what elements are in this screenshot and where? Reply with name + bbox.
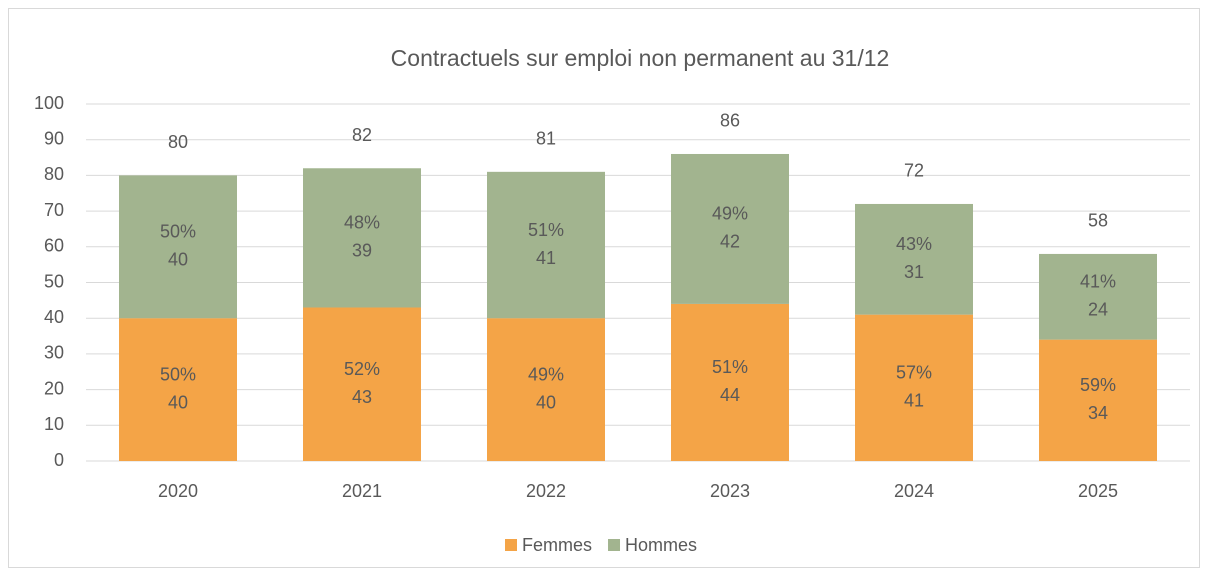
- y-tick-label: 10: [44, 414, 64, 434]
- segment-value-label: 31: [904, 262, 924, 282]
- segment-percent-label: 49%: [528, 364, 564, 384]
- total-label: 82: [352, 125, 372, 145]
- segment-percent-label: 51%: [528, 220, 564, 240]
- y-tick-label: 40: [44, 307, 64, 327]
- segment-percent-label: 51%: [712, 357, 748, 377]
- legend-label: Hommes: [625, 535, 697, 555]
- segment-value-label: 44: [720, 385, 740, 405]
- segment-percent-label: 43%: [896, 234, 932, 254]
- bar-segment: [671, 153, 789, 304]
- legend-label: Femmes: [522, 535, 592, 555]
- total-label: 80: [168, 132, 188, 152]
- segment-percent-label: 59%: [1080, 375, 1116, 395]
- y-tick-label: 90: [44, 128, 64, 148]
- y-tick-label: 60: [44, 236, 64, 256]
- bar-segment: [303, 307, 421, 461]
- segment-value-label: 43: [352, 387, 372, 407]
- bar-segment: [119, 318, 237, 461]
- bar-segment: [855, 203, 973, 315]
- segment-percent-label: 48%: [344, 213, 380, 233]
- total-label: 81: [536, 129, 556, 149]
- y-tick-label: 0: [54, 450, 64, 470]
- bar-segment: [303, 168, 421, 308]
- y-tick-label: 20: [44, 378, 64, 398]
- bar-segment: [855, 314, 973, 461]
- bar-segment: [487, 171, 605, 319]
- bar-segment: [1039, 253, 1157, 340]
- x-tick-label: 2022: [526, 481, 566, 501]
- total-label: 58: [1088, 211, 1108, 231]
- bar-segment: [487, 318, 605, 461]
- segment-percent-label: 57%: [896, 363, 932, 383]
- bar-segment: [1039, 339, 1157, 461]
- segment-value-label: 24: [1088, 300, 1108, 320]
- chart-title: Contractuels sur emploi non permanent au…: [391, 45, 890, 71]
- segment-value-label: 40: [168, 250, 188, 270]
- x-tick-label: 2021: [342, 481, 382, 501]
- x-tick-label: 2020: [158, 481, 198, 501]
- segment-percent-label: 41%: [1080, 272, 1116, 292]
- y-tick-label: 70: [44, 200, 64, 220]
- x-tick-label: 2025: [1078, 481, 1118, 501]
- total-label: 86: [720, 111, 740, 131]
- bar-segment: [119, 175, 237, 319]
- x-tick-label: 2024: [894, 481, 934, 501]
- segment-value-label: 40: [168, 392, 188, 412]
- segment-percent-label: 50%: [160, 364, 196, 384]
- y-tick-label: 30: [44, 343, 64, 363]
- y-tick-label: 80: [44, 164, 64, 184]
- segment-value-label: 34: [1088, 403, 1108, 423]
- segment-value-label: 41: [904, 391, 924, 411]
- segment-value-label: 41: [536, 248, 556, 268]
- legend-swatch: [608, 539, 621, 551]
- segment-percent-label: 50%: [160, 222, 196, 242]
- segment-percent-label: 52%: [344, 359, 380, 379]
- x-tick-label: 2023: [710, 481, 750, 501]
- legend-swatch: [505, 539, 517, 551]
- y-tick-label: 50: [44, 271, 64, 291]
- y-tick-label: 100: [34, 93, 64, 113]
- segment-percent-label: 49%: [712, 204, 748, 224]
- segment-value-label: 42: [720, 232, 740, 252]
- segment-value-label: 40: [536, 392, 556, 412]
- total-label: 72: [904, 161, 924, 181]
- bar-segment: [671, 303, 789, 461]
- segment-value-label: 39: [352, 241, 372, 261]
